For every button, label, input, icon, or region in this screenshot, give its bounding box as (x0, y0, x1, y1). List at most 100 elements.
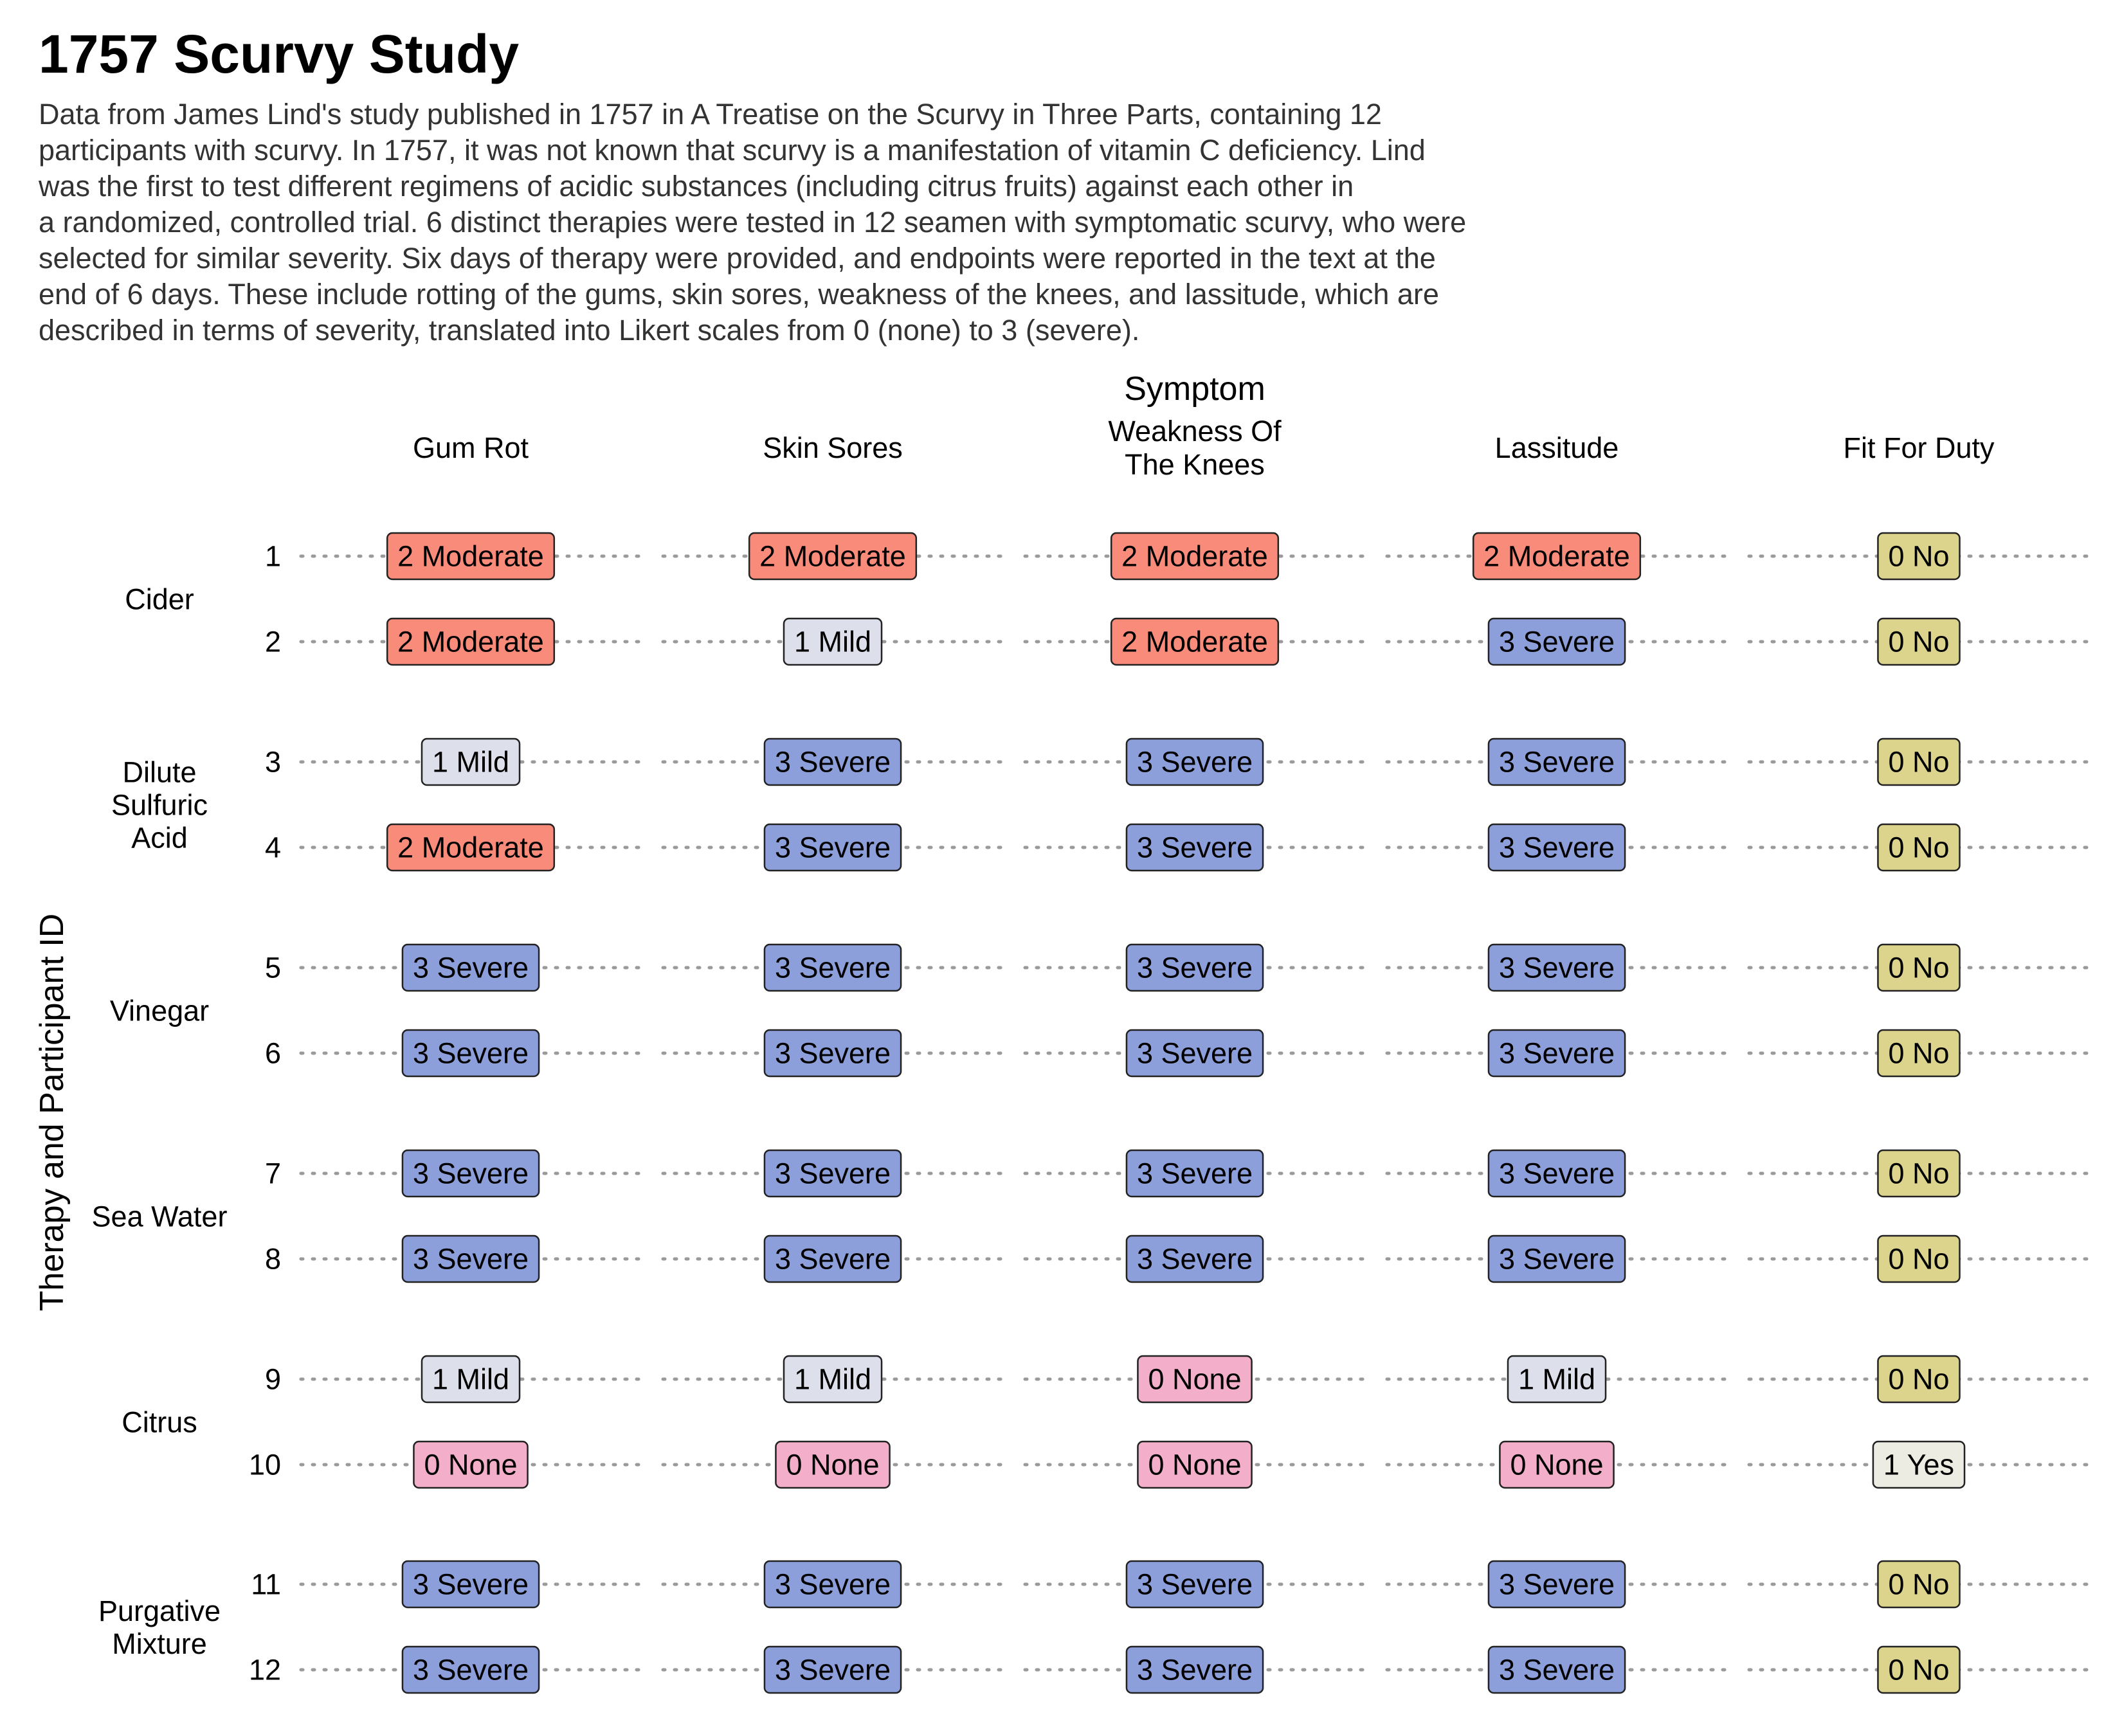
severity-cell (1125, 823, 1264, 872)
severity-cell (401, 1645, 540, 1694)
severity-label: 3 Severe (1499, 1037, 1615, 1070)
column-header: Gum Rot (413, 431, 529, 464)
severity-cell (763, 737, 902, 786)
severity-cell (1472, 532, 1642, 581)
severity-label: 1 Mild (1518, 1363, 1595, 1396)
severity-cell (763, 1560, 902, 1609)
severity-cell (763, 823, 902, 872)
severity-label: 3 Severe (1499, 1568, 1615, 1601)
severity-cell (1125, 1149, 1264, 1198)
participant-id: 10 (249, 1449, 281, 1481)
severity-label: 3 Severe (1137, 1243, 1253, 1276)
severity-cell (1877, 1560, 1961, 1609)
severity-label: 3 Severe (775, 1037, 891, 1070)
participant-id: 9 (265, 1363, 281, 1396)
table-row: 7 3 Severe 3 Severe 3 Severe 3 Severe 0 No (265, 1149, 2090, 1198)
severity-cell (1110, 617, 1280, 666)
severity-cell (401, 1560, 540, 1609)
severity-cell (421, 737, 521, 786)
severity-cell (783, 617, 883, 666)
column-header: Fit For Duty (1843, 431, 1995, 464)
severity-label: 3 Severe (413, 1157, 529, 1190)
severity-label: 0 None (1148, 1449, 1241, 1481)
severity-label: 0 No (1888, 1568, 1949, 1601)
therapy-label: Sea Water (92, 1200, 228, 1233)
severity-label: 0 No (1888, 1363, 1949, 1396)
severity-label: 3 Severe (775, 831, 891, 864)
severity-label: 0 No (1888, 952, 1949, 984)
severity-label: 2 Moderate (397, 831, 544, 864)
severity-label: 3 Severe (775, 1243, 891, 1276)
participant-id: 8 (265, 1243, 281, 1276)
severity-cell (1877, 1645, 1961, 1694)
column-header: Skin Sores (763, 431, 903, 464)
severity-cell (1487, 1645, 1626, 1694)
severity-cell (1125, 943, 1264, 992)
severity-cell (1877, 1234, 1961, 1283)
participant-id: 1 (265, 540, 281, 573)
severity-label: 0 None (424, 1449, 517, 1481)
severity-cell (1877, 943, 1961, 992)
severity-cell (1125, 1560, 1264, 1609)
severity-label: 3 Severe (413, 1568, 529, 1601)
table-row: 6 3 Severe 3 Severe 3 Severe 3 Severe 0 No (265, 1029, 2090, 1078)
therapy-label: Purgative Mixture (98, 1595, 221, 1660)
severity-cell (1487, 1149, 1626, 1198)
severity-cell (1487, 617, 1626, 666)
severity-label: 3 Severe (1137, 746, 1253, 779)
severity-cell (386, 532, 556, 581)
severity-cell (1487, 823, 1626, 872)
therapy-label: Citrus (122, 1406, 197, 1438)
severity-cell (1507, 1355, 1607, 1404)
severity-cell (1877, 823, 1961, 872)
severity-cell (1125, 737, 1264, 786)
table-row: 2 2 Moderate 1 Mild 2 Moderate 3 Severe 0 No (265, 617, 2090, 666)
therapy-label: Cider (125, 583, 194, 615)
severity-label: 0 No (1888, 831, 1949, 864)
severity-cell (763, 1149, 902, 1198)
severity-cell (401, 1029, 540, 1078)
severity-cell (401, 1149, 540, 1198)
severity-cell (1487, 737, 1626, 786)
severity-label: 3 Severe (1137, 1568, 1253, 1601)
severity-label: 3 Severe (1137, 952, 1253, 984)
severity-label: 3 Severe (1137, 1037, 1253, 1070)
therapy-label: Vinegar (110, 994, 209, 1027)
table-row: 11 3 Severe 3 Severe 3 Severe 3 Severe 0 No (251, 1560, 2090, 1609)
table-row: 3 1 Mild 3 Severe 3 Severe 3 Severe 0 No (265, 737, 2090, 786)
severity-label: 3 Severe (1499, 746, 1615, 779)
severity-label: 2 Moderate (1483, 540, 1630, 573)
severity-label: 0 None (1510, 1449, 1603, 1481)
severity-cell (1125, 1029, 1264, 1078)
severity-cell (1877, 532, 1961, 581)
severity-cell (401, 1234, 540, 1283)
participant-id: 4 (265, 831, 281, 864)
severity-cell (748, 532, 918, 581)
severity-label: 3 Severe (1499, 952, 1615, 984)
severity-cell (1487, 1029, 1626, 1078)
severity-cell (763, 1029, 902, 1078)
severity-cell (1877, 1149, 1961, 1198)
table-row: 5 3 Severe 3 Severe 3 Severe 3 Severe 0 No (265, 943, 2090, 992)
severity-cell (775, 1440, 891, 1489)
table-row: 12 3 Severe 3 Severe 3 Severe 3 Severe 0 No (249, 1645, 2090, 1694)
table-row: 9 1 Mild 1 Mild 0 None 1 Mild 0 No (265, 1355, 2090, 1404)
severity-cell (763, 1234, 902, 1283)
severity-label: 0 No (1888, 1654, 1949, 1686)
severity-label: 3 Severe (1499, 1157, 1615, 1190)
column-header: Weakness Of The Knees (1108, 415, 1282, 481)
severity-label: 0 None (1148, 1363, 1241, 1396)
severity-label: 2 Moderate (759, 540, 906, 573)
severity-cell (1499, 1440, 1615, 1489)
severity-label: 2 Moderate (397, 626, 544, 658)
severity-label: 3 Severe (413, 1243, 529, 1276)
table-row: 8 3 Severe 3 Severe 3 Severe 3 Severe 0 No (265, 1234, 2090, 1283)
severity-cell (1125, 1234, 1264, 1283)
severity-label: 3 Severe (1137, 1157, 1253, 1190)
severity-cell (1877, 737, 1961, 786)
severity-cell (1872, 1440, 1966, 1489)
severity-label: 3 Severe (1499, 1654, 1615, 1686)
severity-cell (386, 617, 556, 666)
severity-label: 2 Moderate (397, 540, 544, 573)
severity-cell (1487, 1234, 1626, 1283)
